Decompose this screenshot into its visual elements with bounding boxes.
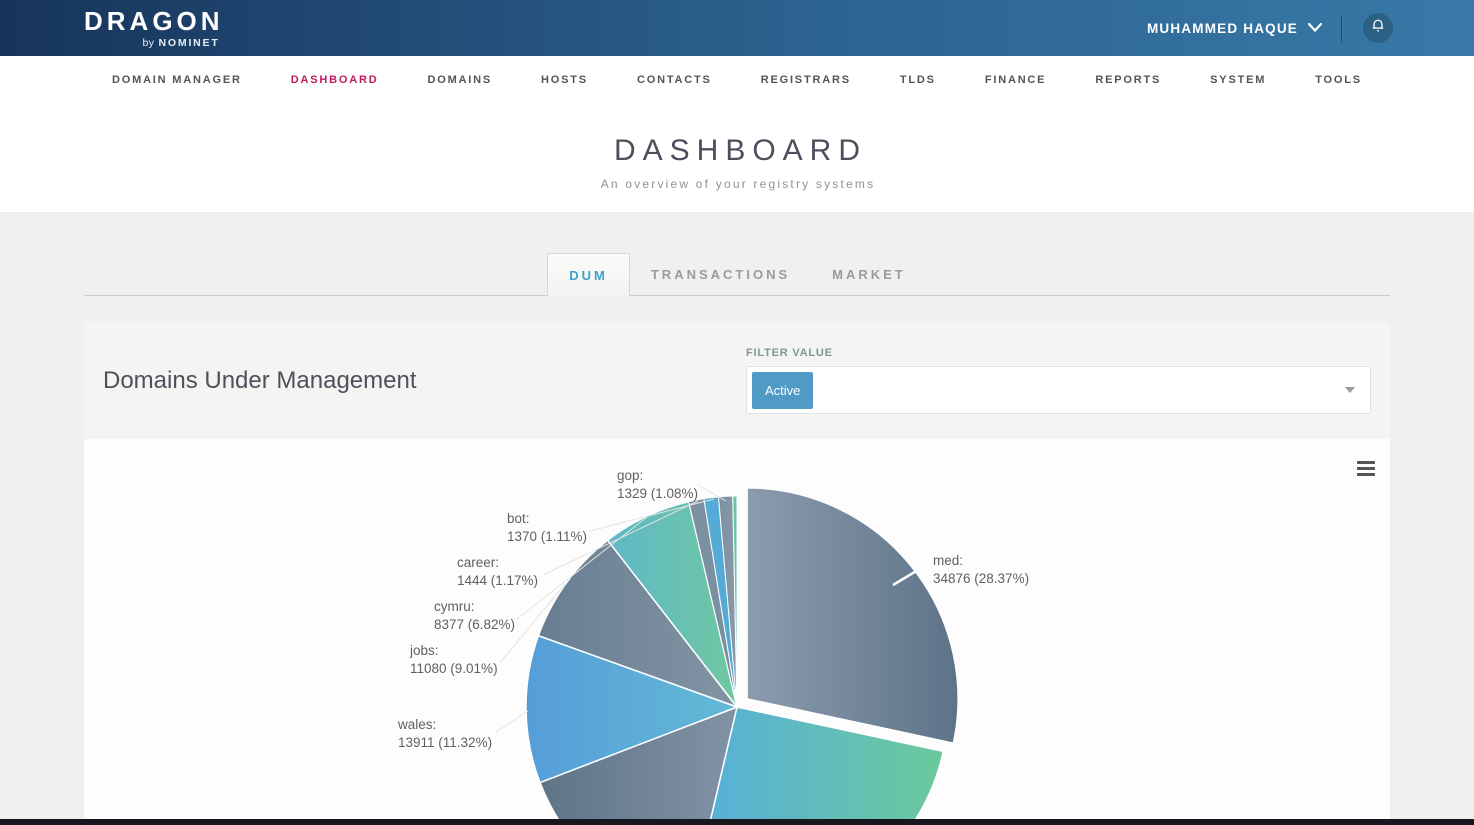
pie-connector-med <box>892 568 919 587</box>
tabs-strip: DUM TRANSACTIONS MARKET <box>84 213 1390 296</box>
nav-item-system[interactable]: SYSTEM <box>1210 74 1267 86</box>
brand-subtitle: by NOMINET <box>142 37 219 49</box>
pie-slice-med[interactable] <box>746 487 959 745</box>
bell-icon <box>1370 17 1386 39</box>
chart-area: med: 34876 (28.37%) wales: 13911 (11.32%) jo… <box>84 439 1390 824</box>
tab-dum[interactable]: DUM <box>547 253 630 296</box>
pie-connector-jobs <box>499 583 566 664</box>
menu-icon <box>1357 460 1375 464</box>
select-caret-icon <box>1345 387 1355 393</box>
pie-slice[interactable] <box>689 706 945 824</box>
pie-slice[interactable] <box>539 705 739 824</box>
dum-panel: Domains Under Management FILTER VALUE Ac… <box>84 322 1390 824</box>
main-nav: DOMAIN MANAGER DASHBOARD DOMAINS HOSTS C… <box>0 56 1474 104</box>
page-title: DASHBOARD <box>613 134 868 167</box>
filter-label: FILTER VALUE <box>746 347 833 359</box>
pie-slice[interactable] <box>732 495 738 708</box>
nav-item-finance[interactable]: FINANCE <box>984 74 1047 86</box>
nav-item-domains[interactable]: DOMAINS <box>427 74 493 86</box>
pie-slice-jobs[interactable] <box>537 539 740 709</box>
content-area: DUM TRANSACTIONS MARKET Domains Under Ma… <box>0 213 1474 824</box>
nav-item-registrars[interactable]: REGISTRARS <box>760 74 851 86</box>
header-divider <box>1341 14 1342 42</box>
filter-value-select[interactable]: Active <box>746 366 1371 414</box>
page-subtitle: An overview of your registry systems <box>600 177 876 191</box>
notifications-button[interactable] <box>1363 13 1393 43</box>
pie-connector-wales <box>494 710 529 734</box>
panel-title: Domains Under Management <box>103 366 417 394</box>
panel-header: Domains Under Management FILTER VALUE Ac… <box>84 322 1390 439</box>
tab-transactions[interactable]: TRANSACTIONS <box>650 266 791 282</box>
pie-chart <box>494 484 959 824</box>
tab-market[interactable]: MARKET <box>832 266 906 282</box>
brand-company: NOMINET <box>158 36 220 49</box>
nav-item-dashboard[interactable]: DASHBOARD <box>290 74 379 86</box>
nav-item-reports[interactable]: REPORTS <box>1095 74 1162 86</box>
topbar: DRAGON by NOMINET MUHAMMED HAQUE <box>0 0 1474 56</box>
brand-name: DRAGON <box>84 5 224 36</box>
chevron-down-icon <box>1307 19 1323 37</box>
filter-block: FILTER VALUE Active <box>746 347 1371 414</box>
page-header: DASHBOARD An overview of your registry s… <box>0 104 1474 213</box>
nav-item-hosts[interactable]: HOSTS <box>541 74 588 86</box>
pie-connector-gop <box>697 484 727 502</box>
user-name: MUHAMMED HAQUE <box>1146 20 1298 36</box>
user-menu[interactable]: MUHAMMED HAQUE <box>1146 19 1323 37</box>
user-area: MUHAMMED HAQUE <box>1147 13 1393 43</box>
nav-item-tools[interactable]: TOOLS <box>1315 74 1362 86</box>
pie-slice-wales[interactable] <box>525 634 740 784</box>
brand-logo[interactable]: DRAGON by NOMINET <box>84 8 220 49</box>
filter-chip[interactable]: Active <box>752 371 814 409</box>
bottom-edge <box>0 819 1474 825</box>
pie-connector-cymru <box>516 516 648 620</box>
nav-item-contacts[interactable]: CONTACTS <box>636 74 712 86</box>
chart-menu-button[interactable] <box>1354 458 1378 478</box>
pie-connector-bot <box>589 498 715 532</box>
nav-item-tlds[interactable]: TLDS <box>899 74 936 86</box>
pie-connector-career <box>542 500 699 576</box>
nav-item-domain-manager[interactable]: DOMAIN MANAGER <box>112 74 242 86</box>
brand-by: by <box>142 36 155 49</box>
